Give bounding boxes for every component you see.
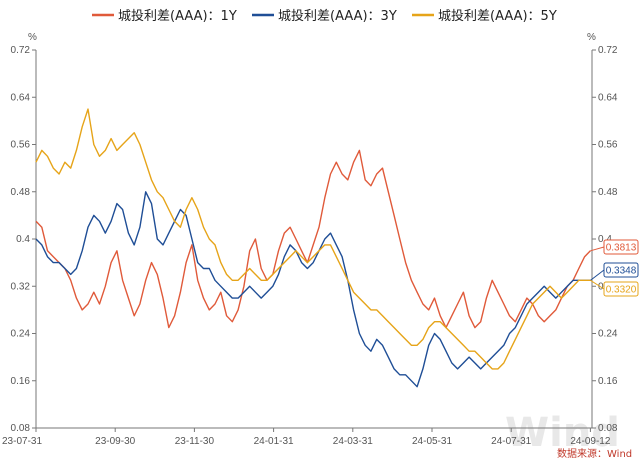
y-tick-right-label: 0.24 [598, 329, 618, 340]
y-unit-left: % [28, 32, 37, 43]
source-note: 数据来源：Wind [557, 447, 632, 460]
y-unit-right: % [587, 32, 596, 43]
y-tick-left-label: 0.32 [11, 281, 31, 292]
end-label-box-3 [603, 281, 639, 297]
y-tick-left-label: 0.4 [16, 234, 30, 245]
x-ticks: 23-07-31 23-09-30 23-11-30 24-01-31 24-03-31… [2, 428, 611, 447]
end-label-box-1 [603, 239, 639, 255]
y-tick-right-label: 0.08 [598, 423, 618, 434]
y-tick-left-label: 0.56 [11, 140, 31, 151]
legend: 城投利差(AAA)：1Y 城投利差(AAA)：3Y 城投利差(AAA)：5Y [92, 8, 557, 24]
end-label-connector-2 [590, 269, 605, 281]
legend-label-1: 城投利差(AAA)：1Y [118, 8, 237, 24]
series-line-3 [35, 108, 591, 370]
x-tick-label: 24-01-31 [254, 436, 294, 447]
y-tick-left-label: 0.64 [11, 92, 31, 103]
y-tick-left-label: 0.24 [11, 329, 31, 340]
x-tick-label: 24-09-12 [570, 436, 610, 447]
end-label-connector-3 [590, 279, 605, 290]
end-labels: 0.3813 0.3348 0.3320 [590, 239, 639, 297]
y-tick-right-label: 0.4 [598, 234, 612, 245]
y-tick-right-label: 0.56 [598, 140, 618, 151]
x-tick-label: 24-05-31 [412, 436, 452, 447]
x-tick-label: 24-03-31 [333, 436, 373, 447]
y-tick-right-label: 0.48 [598, 187, 618, 198]
y-tick-left-label: 0.48 [11, 187, 31, 198]
x-tick-label: 23-07-31 [2, 436, 42, 447]
y-tick-left-label: 0.08 [11, 423, 31, 434]
y-tick-left-label: 0.72 [11, 45, 31, 56]
y-ticks: 0.080.080.160.160.240.240.320.320.40.40.… [11, 45, 618, 434]
y-tick-left-label: 0.16 [11, 376, 31, 387]
y-tick-right-label: 0.16 [598, 376, 618, 387]
y-tick-right-label: 0.72 [598, 45, 618, 56]
y-tick-right-label: 0.64 [598, 92, 618, 103]
legend-label-3: 城投利差(AAA)：5Y [438, 8, 557, 24]
end-label-connector-1 [590, 246, 605, 252]
watermark: Wind [505, 410, 620, 456]
end-label-3: 0.3320 [606, 285, 637, 296]
series-line-2 [35, 191, 591, 388]
x-tick-label: 23-11-30 [175, 436, 215, 447]
x-tick-label: 23-09-30 [95, 436, 135, 447]
x-tick-label: 24-07-31 [491, 436, 531, 447]
legend-label-2: 城投利差(AAA)：3Y [278, 8, 397, 24]
end-label-box-2 [603, 262, 639, 278]
series-lines [35, 108, 591, 388]
end-label-1: 0.3813 [606, 243, 637, 254]
series-line-1 [35, 149, 591, 329]
end-label-2: 0.3348 [606, 266, 637, 277]
